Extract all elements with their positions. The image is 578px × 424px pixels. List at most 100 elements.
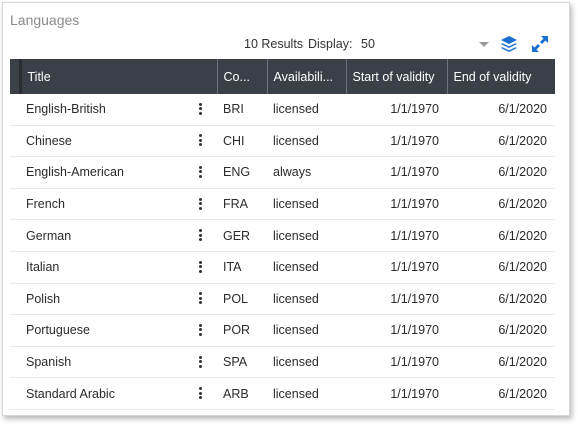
- cell-title: Standard Arabic: [20, 377, 184, 410]
- table-row[interactable]: English-American ENG always 1/1/1970 6/1/202…: [10, 156, 555, 189]
- more-vertical-icon[interactable]: [196, 354, 206, 370]
- display-count-select[interactable]: 50: [361, 36, 493, 53]
- kebab-dot: [199, 138, 202, 142]
- table-row[interactable]: Spanish SPA licensed 1/1/1970 6/1/2020: [10, 346, 555, 379]
- cell-title: English-American: [20, 156, 184, 189]
- kebab-dot: [199, 134, 202, 138]
- more-vertical-icon[interactable]: [196, 228, 206, 244]
- table-row[interactable]: German GER licensed 1/1/1970 6/1/2020: [10, 219, 555, 252]
- cell-start-of-validity: 1/1/1970: [346, 219, 447, 252]
- more-vertical-icon[interactable]: [196, 291, 206, 307]
- cell-start-of-validity: 1/1/1970: [346, 283, 447, 316]
- cell-title: German: [20, 219, 184, 252]
- cell-end-of-validity: 6/1/2020: [447, 377, 555, 410]
- kebab-dot: [199, 174, 202, 178]
- cell-start-of-validity: 1/1/1970: [346, 94, 447, 126]
- kebab-dot: [199, 265, 202, 269]
- kebab-dot: [199, 197, 202, 201]
- expand-icon[interactable]: [530, 34, 550, 54]
- chevron-down-icon: [479, 42, 489, 47]
- row-menu: [184, 188, 217, 221]
- more-vertical-icon[interactable]: [196, 322, 206, 338]
- row-menu: [184, 251, 217, 284]
- kebab-dot: [199, 396, 202, 400]
- row-handle: [10, 283, 20, 316]
- more-vertical-icon[interactable]: [196, 259, 206, 275]
- cell-start-of-validity: 1/1/1970: [346, 156, 447, 189]
- table-row[interactable]: Polish POL licensed 1/1/1970 6/1/2020: [10, 283, 555, 316]
- table-row[interactable]: English-British BRI licensed 1/1/1970 6/1/20…: [10, 94, 555, 126]
- kebab-dot: [199, 260, 202, 264]
- kebab-dot: [199, 387, 202, 391]
- display-count-value: 50: [361, 37, 375, 51]
- cell-start-of-validity: 1/1/1970: [346, 188, 447, 221]
- cell-availability: licensed: [267, 314, 346, 347]
- row-menu: [184, 156, 217, 189]
- results-count: 10 Results: [244, 37, 304, 51]
- row-menu: [184, 346, 217, 379]
- cell-code: BRI: [217, 94, 267, 126]
- row-handle: [10, 377, 20, 410]
- cell-title: English-British: [20, 94, 184, 126]
- cell-availability: licensed: [267, 377, 346, 410]
- cell-end-of-validity: 6/1/2020: [447, 156, 555, 189]
- kebab-dot: [199, 202, 202, 206]
- cell-end-of-validity: 6/1/2020: [447, 346, 555, 379]
- kebab-dot: [199, 332, 202, 336]
- table-row[interactable]: Chinese CHI licensed 1/1/1970 6/1/2020: [10, 125, 555, 158]
- column-header-availability[interactable]: Availabili...: [266, 59, 346, 94]
- cell-title: French: [20, 188, 184, 221]
- kebab-dot: [199, 233, 202, 237]
- row-handle: [10, 346, 20, 379]
- cell-availability: licensed: [267, 94, 346, 126]
- kebab-dot: [199, 292, 202, 296]
- row-menu: [184, 283, 217, 316]
- kebab-dot: [199, 143, 202, 147]
- column-header-code[interactable]: Co...: [216, 59, 267, 94]
- cell-code: GER: [217, 219, 267, 252]
- cell-start-of-validity: 1/1/1970: [346, 377, 447, 410]
- more-vertical-icon[interactable]: [196, 164, 206, 180]
- kebab-dot: [199, 301, 202, 305]
- grid-toolbar: 10 Results Display: 50: [3, 36, 569, 54]
- kebab-dot: [199, 364, 202, 368]
- cell-code: ENG: [217, 156, 267, 189]
- more-vertical-icon[interactable]: [196, 133, 206, 149]
- table-row[interactable]: Italian ITA licensed 1/1/1970 6/1/2020: [10, 251, 555, 284]
- languages-table: Title Co... Availabili... Start of valid…: [10, 59, 555, 410]
- cell-code: POR: [217, 314, 267, 347]
- more-vertical-icon[interactable]: [196, 101, 206, 117]
- more-vertical-icon[interactable]: [196, 196, 206, 212]
- table-row[interactable]: French FRA licensed 1/1/1970 6/1/2020: [10, 188, 555, 221]
- cell-title: Chinese: [20, 125, 184, 158]
- row-handle: [10, 156, 20, 189]
- row-menu: [184, 219, 217, 252]
- row-menu: [184, 314, 217, 347]
- cell-start-of-validity: 1/1/1970: [346, 346, 447, 379]
- row-handle: [10, 188, 20, 221]
- kebab-dot: [199, 328, 202, 332]
- kebab-dot: [199, 170, 202, 174]
- more-vertical-icon[interactable]: [196, 386, 206, 402]
- table-row[interactable]: Portuguese POR licensed 1/1/1970 6/1/2020: [10, 314, 555, 347]
- column-header-start-of-validity[interactable]: Start of validity: [345, 59, 447, 94]
- kebab-dot: [199, 206, 202, 210]
- kebab-dot: [199, 360, 202, 364]
- cell-title: Italian: [20, 251, 184, 284]
- cell-availability: always: [267, 156, 346, 189]
- cell-availability: licensed: [267, 125, 346, 158]
- table-row[interactable]: Standard Arabic ARB licensed 1/1/1970 6/1/20…: [10, 377, 555, 410]
- languages-panel: Languages 10 Results Display: 50: [2, 2, 570, 416]
- cell-availability: licensed: [267, 251, 346, 284]
- kebab-dot: [199, 323, 202, 327]
- kebab-dot: [199, 296, 202, 300]
- cell-availability: licensed: [267, 283, 346, 316]
- column-header-end-of-validity[interactable]: End of validity: [446, 59, 555, 94]
- cell-code: FRA: [217, 188, 267, 221]
- cell-end-of-validity: 6/1/2020: [447, 314, 555, 347]
- layers-icon[interactable]: [499, 34, 519, 54]
- kebab-dot: [199, 391, 202, 395]
- column-header-title[interactable]: Title: [18, 59, 217, 94]
- display-label: Display:: [308, 37, 353, 51]
- row-handle-header: [10, 59, 20, 94]
